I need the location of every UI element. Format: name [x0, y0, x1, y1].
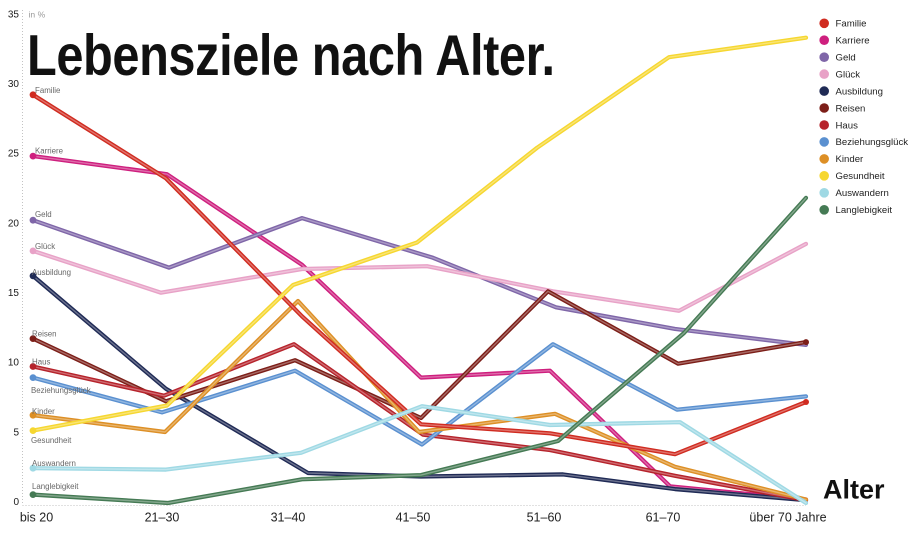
svg-text:61–70: 61–70 — [646, 511, 681, 525]
svg-text:Haus: Haus — [32, 357, 50, 366]
svg-text:31–40: 31–40 — [271, 511, 306, 525]
svg-text:Langlebigkeit: Langlebigkeit — [32, 482, 79, 491]
svg-text:Beziehungsglück: Beziehungsglück — [836, 137, 909, 148]
svg-text:Auswandern: Auswandern — [836, 188, 889, 199]
svg-text:20: 20 — [8, 218, 20, 229]
svg-text:bis 20: bis 20 — [20, 511, 53, 525]
svg-text:10: 10 — [8, 358, 20, 369]
svg-text:Auswandern: Auswandern — [32, 459, 76, 468]
svg-text:Geld: Geld — [35, 210, 52, 219]
svg-text:30: 30 — [8, 79, 20, 90]
svg-text:Geld: Geld — [836, 53, 856, 64]
svg-text:Karriere: Karriere — [35, 147, 64, 156]
svg-text:Glück: Glück — [35, 242, 55, 251]
svg-text:51–60: 51–60 — [527, 511, 562, 525]
svg-text:Ausbildung: Ausbildung — [836, 86, 883, 97]
svg-text:Beziehungsglück: Beziehungsglück — [31, 386, 91, 395]
svg-text:Reisen: Reisen — [32, 329, 57, 338]
svg-text:in %: in % — [29, 10, 46, 20]
svg-text:Kinder: Kinder — [32, 407, 55, 416]
svg-text:Gesundheit: Gesundheit — [836, 171, 885, 182]
svg-text:Familie: Familie — [35, 86, 61, 95]
svg-text:Langlebigkeit: Langlebigkeit — [836, 205, 893, 216]
svg-text:Glück: Glück — [836, 69, 861, 80]
svg-text:35: 35 — [8, 9, 20, 20]
svg-text:Familie: Familie — [836, 19, 867, 30]
svg-text:über 70 Jahre: über 70 Jahre — [749, 511, 826, 525]
svg-text:Reisen: Reisen — [836, 103, 866, 114]
svg-text:Haus: Haus — [836, 120, 859, 131]
svg-text:Kinder: Kinder — [836, 154, 865, 165]
svg-text:25: 25 — [8, 149, 20, 160]
svg-text:15: 15 — [8, 288, 20, 299]
svg-text:Alter: Alter — [823, 475, 885, 505]
svg-text:21–30: 21–30 — [145, 511, 180, 525]
svg-text:Lebensziele nach Alter.: Lebensziele nach Alter. — [27, 24, 555, 88]
svg-text:Karriere: Karriere — [836, 36, 870, 47]
svg-text:Ausbildung: Ausbildung — [32, 268, 71, 277]
svg-text:0: 0 — [13, 497, 19, 508]
svg-text:41–50: 41–50 — [396, 511, 431, 525]
svg-text:Gesundheit: Gesundheit — [31, 436, 72, 445]
svg-text:5: 5 — [13, 427, 19, 438]
